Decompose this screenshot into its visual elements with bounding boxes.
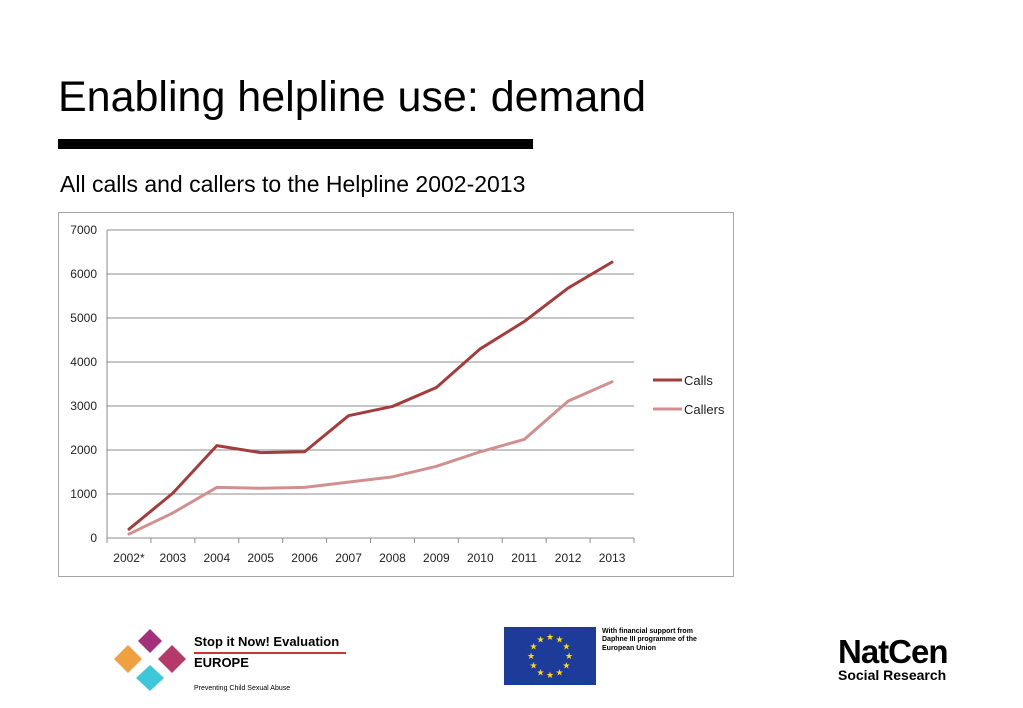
legend-label-callers: Callers — [684, 402, 725, 417]
svg-text:★: ★ — [562, 643, 570, 653]
y-tick-label: 0 — [90, 531, 97, 545]
svg-text:★: ★ — [555, 636, 563, 646]
x-tick-label: 2003 — [160, 551, 187, 565]
stop-it-now-divider — [194, 652, 346, 654]
x-tick-label: 2013 — [599, 551, 626, 565]
svg-text:★: ★ — [546, 671, 554, 681]
svg-text:★: ★ — [555, 668, 563, 678]
svg-text:★: ★ — [536, 668, 544, 678]
svg-text:★: ★ — [530, 643, 538, 653]
x-tick-label: 2009 — [423, 551, 450, 565]
svg-text:★: ★ — [527, 652, 535, 662]
footer-logos: Stop it Now! Evaluation EUROPE Preventin… — [0, 615, 1023, 705]
svg-text:★: ★ — [562, 662, 570, 672]
chart-border — [58, 212, 734, 577]
y-tick-label: 1000 — [70, 487, 97, 501]
x-tick-label: 2004 — [203, 551, 230, 565]
stop-it-now-title: Stop it Now! Evaluation — [194, 634, 340, 649]
x-tick-label: 2010 — [467, 551, 494, 565]
x-tick-label: 2006 — [291, 551, 318, 565]
chart-subtitle: All calls and callers to the Helpline 20… — [60, 171, 526, 197]
x-tick-label: 2008 — [379, 551, 406, 565]
title-underline — [58, 139, 533, 149]
svg-text:★: ★ — [565, 652, 573, 662]
eu-funding-text: With financial support from Daphne III p… — [602, 628, 697, 652]
y-tick-label: 5000 — [70, 311, 97, 325]
series-line-calls — [127, 260, 614, 531]
y-tick-label: 7000 — [70, 223, 97, 237]
chart-container: 0 1000 2000 3000 4000 5000 6000 7000 2002* 2003 20… — [58, 212, 734, 577]
natcen-logo: NatCen Social Research — [838, 635, 978, 683]
eu-flag-icon: ★ ★ ★ ★ ★ ★ ★ ★ ★ ★ ★ ★ — [504, 627, 596, 685]
natcen-name: NatCen — [838, 633, 949, 670]
stop-it-now-tagline: Preventing Child Sexual Abuse — [194, 685, 291, 692]
x-tick-label: 2011 — [511, 551, 537, 565]
line-chart: 0 1000 2000 3000 4000 5000 6000 7000 2002* 2003 20… — [58, 212, 734, 577]
svg-text:★: ★ — [546, 633, 554, 643]
y-tick-label: 2000 — [70, 443, 97, 457]
y-tick-label: 4000 — [70, 355, 97, 369]
x-tick-label: 2002* — [113, 551, 145, 565]
stop-it-now-logo: Stop it Now! Evaluation EUROPE Preventin… — [114, 627, 354, 692]
legend-label-calls: Calls — [684, 373, 713, 388]
y-tick-label: 3000 — [70, 399, 97, 413]
y-tick-label: 6000 — [70, 267, 97, 281]
x-tick-label: 2012 — [555, 551, 582, 565]
series-line-callers — [127, 380, 614, 536]
x-tick-label: 2007 — [335, 551, 362, 565]
slide-title: Enabling helpline use: demand — [58, 73, 647, 121]
natcen-subtitle: Social Research — [838, 667, 947, 683]
x-tick-label: 2005 — [247, 551, 274, 565]
svg-text:★: ★ — [530, 662, 538, 672]
svg-text:★: ★ — [536, 636, 544, 646]
stop-it-now-emblem — [114, 629, 186, 691]
stop-it-now-subtitle: EUROPE — [194, 655, 249, 670]
